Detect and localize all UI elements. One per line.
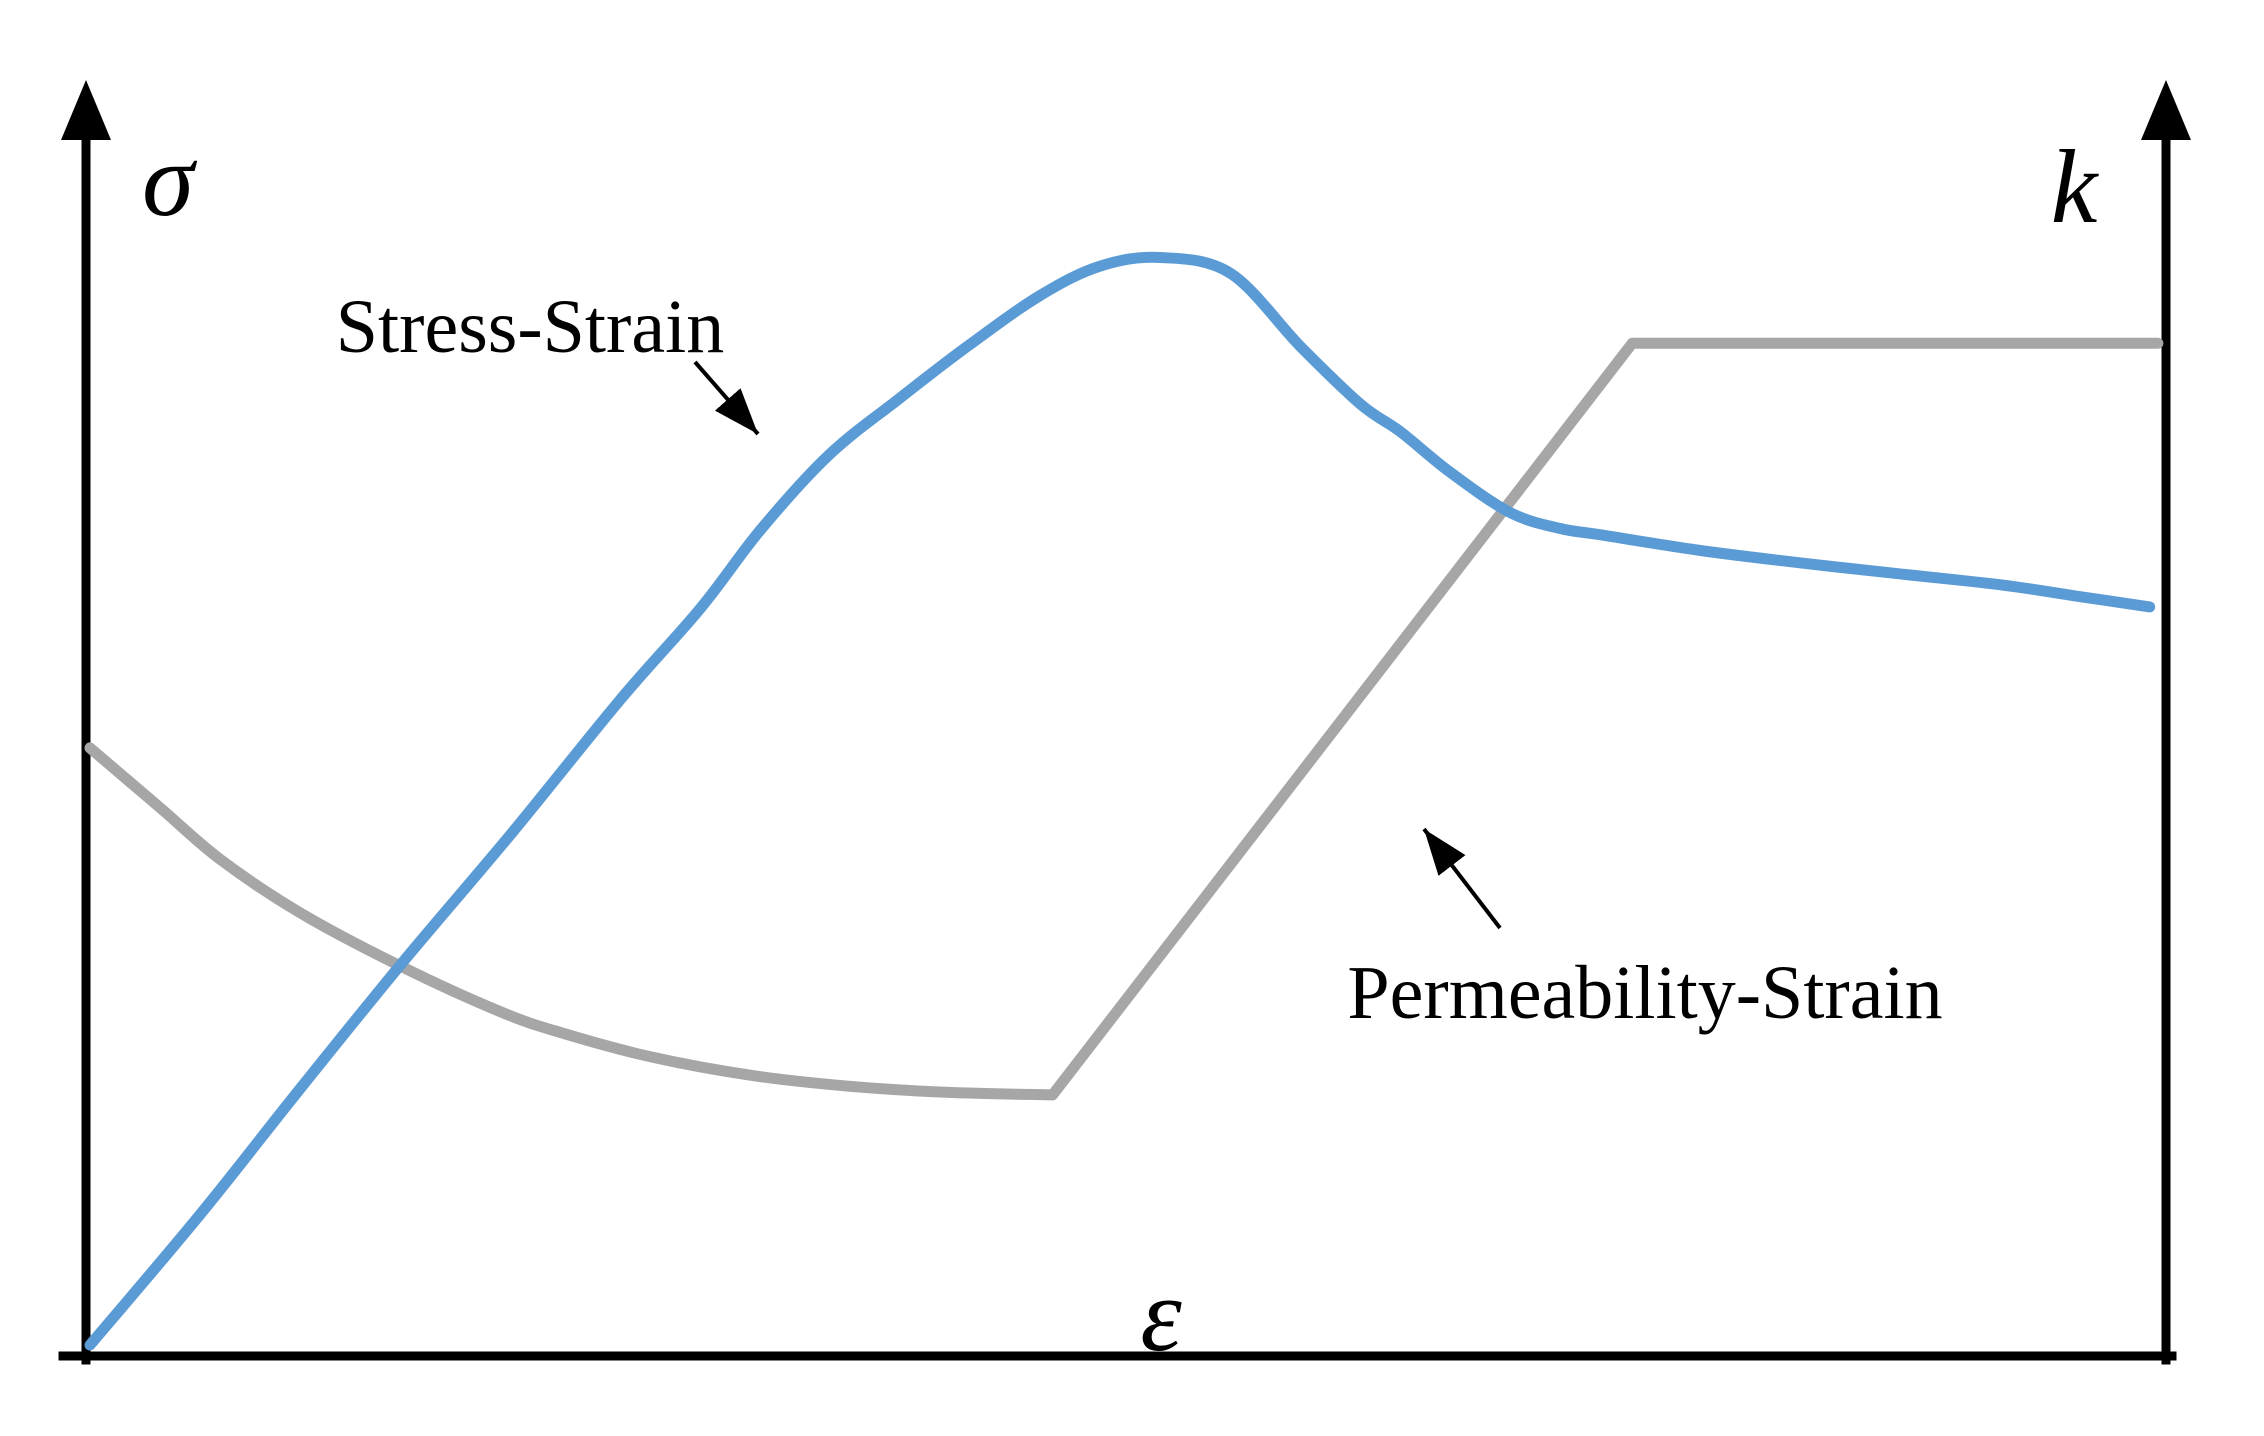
stress-strain-curve [84, 251, 2156, 1351]
epsilon-axis-label: ε [1140, 1256, 1182, 1373]
sigma-axis-label: σ [142, 121, 198, 238]
permeability-strain-annotation: Permeability-Strain [1347, 827, 1943, 1035]
permeability-strain-curve [84, 337, 2164, 1101]
stress-strain-label: Stress-Strain [336, 285, 724, 369]
right-axis-arrowhead-icon [2141, 80, 2191, 140]
left-axis-arrowhead-icon [61, 80, 111, 140]
stress-strain-annotation: Stress-Strain [336, 285, 760, 436]
axes [58, 80, 2191, 1365]
k-axis-label: k [2051, 128, 2100, 245]
permeability-strain-label: Permeability-Strain [1347, 951, 1942, 1035]
stress-strain-pointer-arrow-icon [693, 360, 760, 436]
permeability-strain-pointer-arrow-icon [1422, 827, 1502, 930]
